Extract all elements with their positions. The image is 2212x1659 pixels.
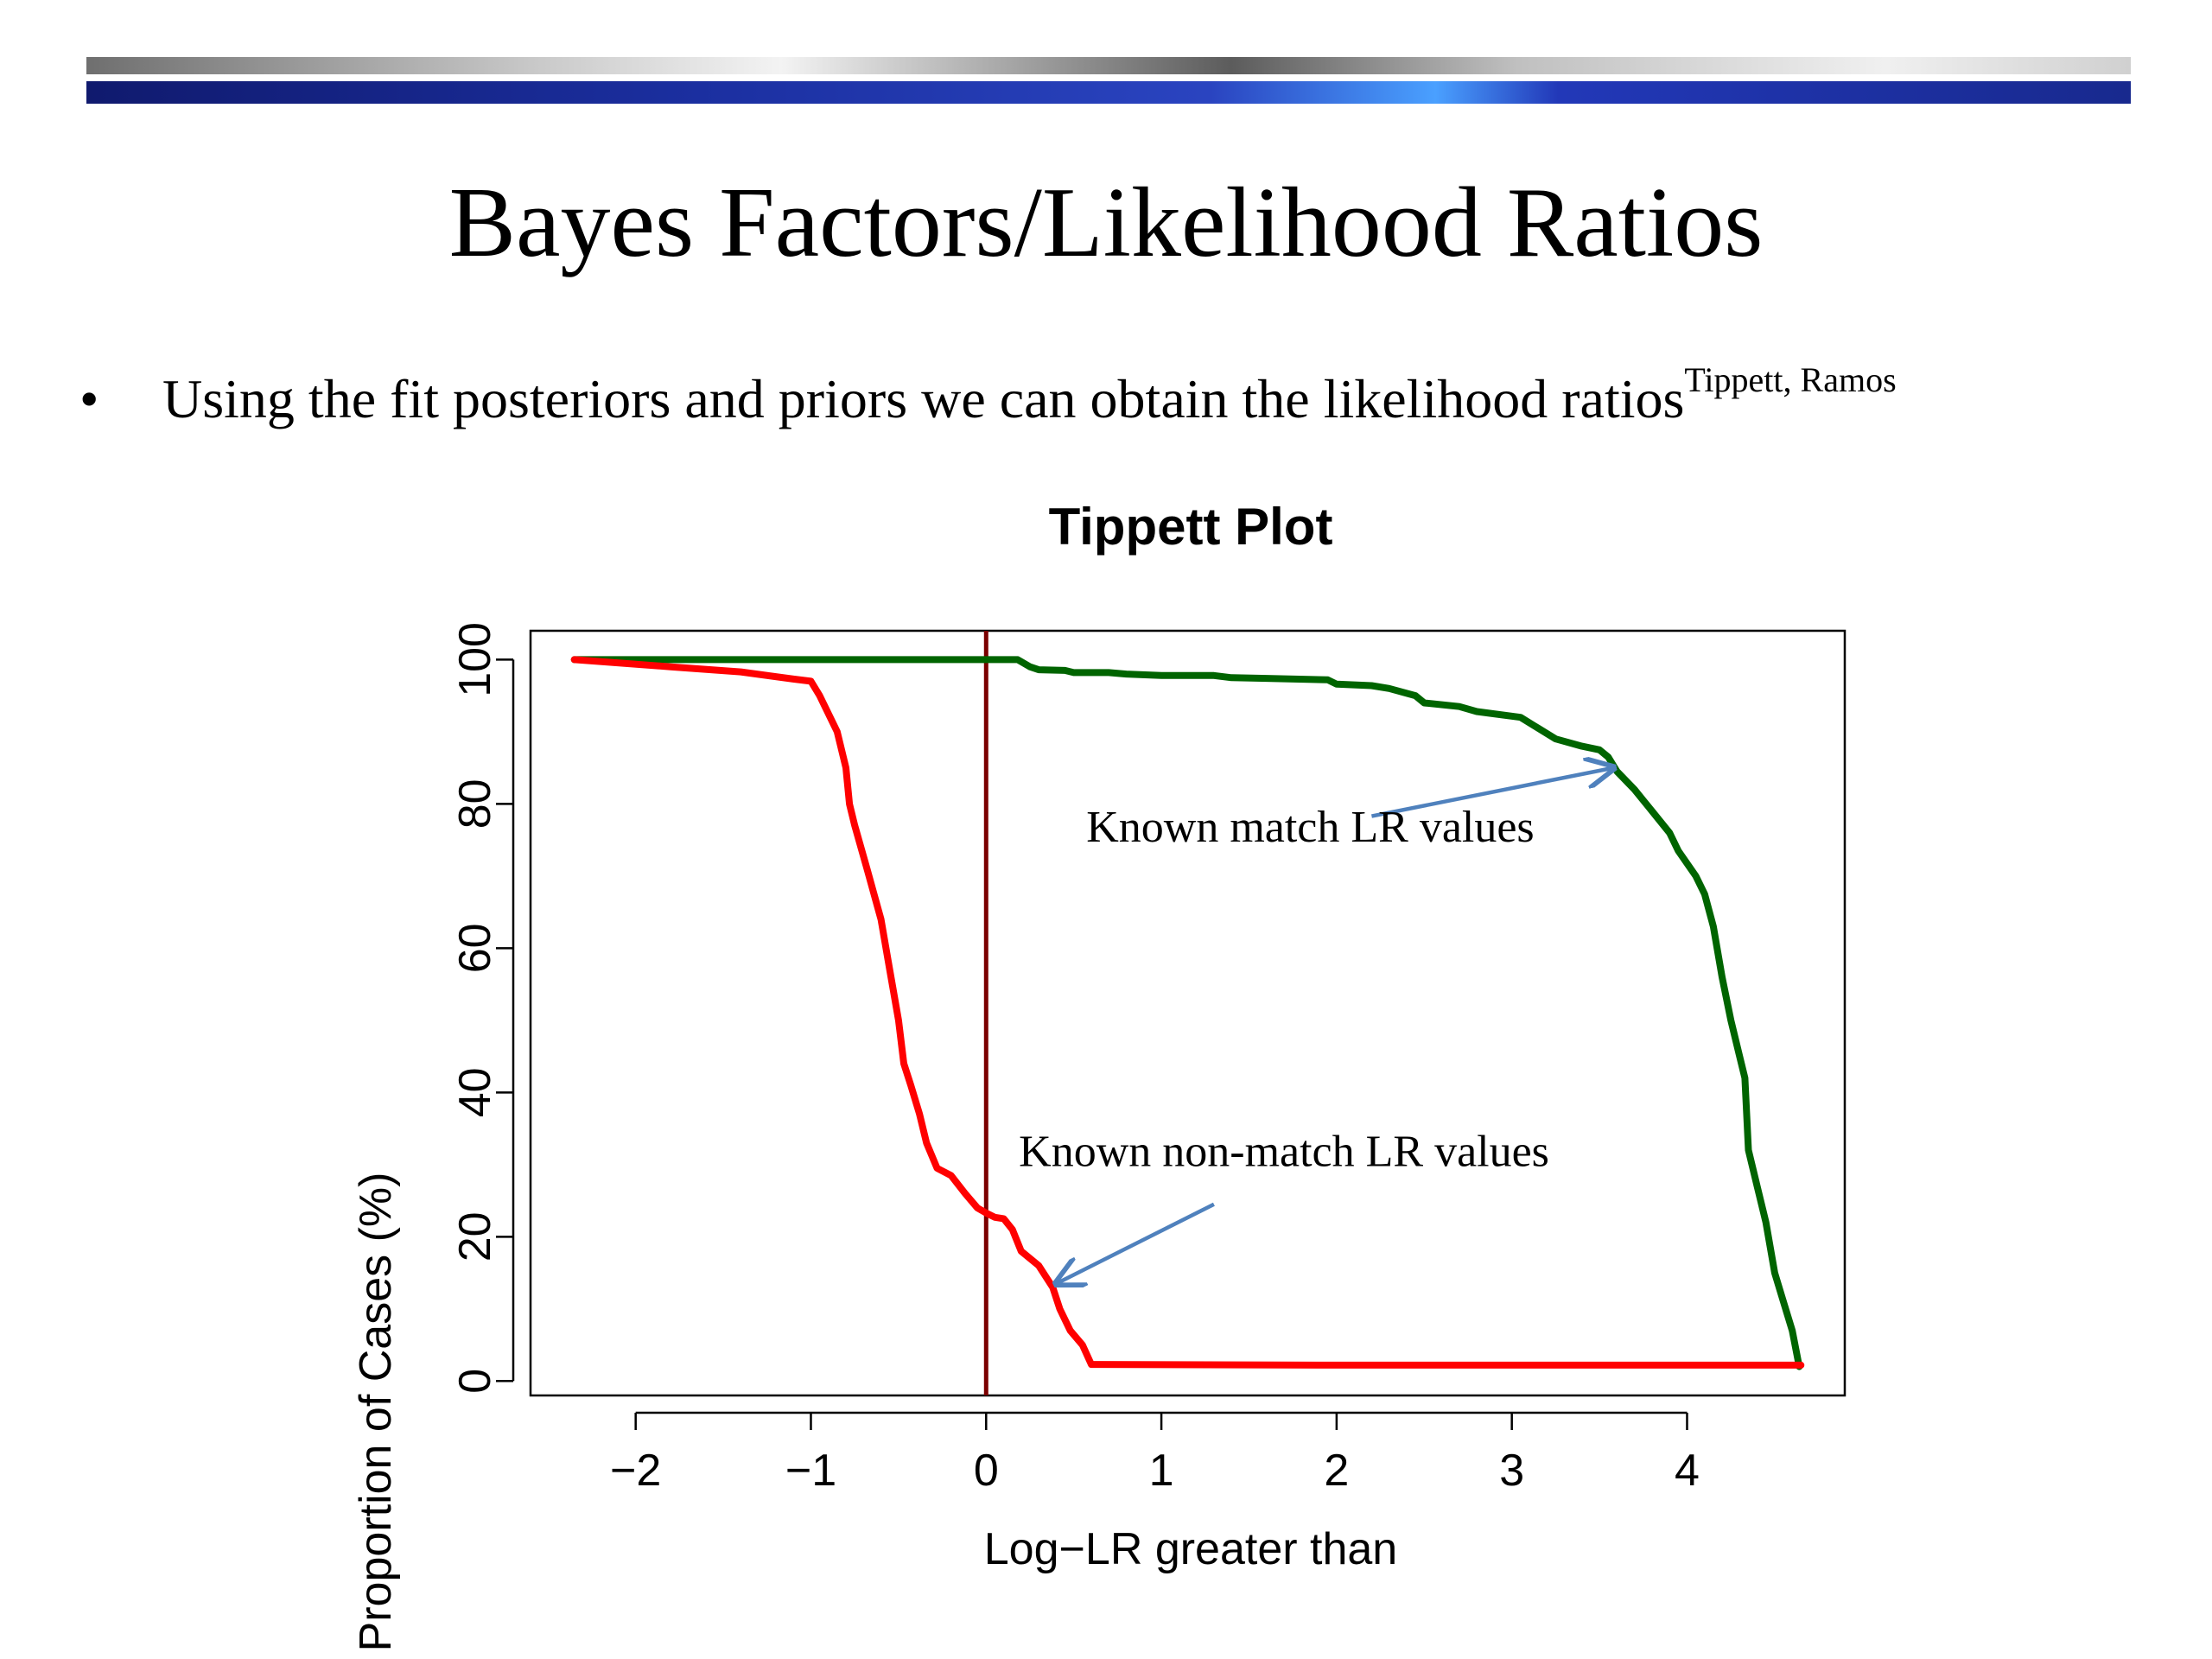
annotation-label: Known match LR values: [1086, 803, 1534, 852]
y-tick-label: 20: [450, 1211, 500, 1262]
x-tick-label: 0: [974, 1446, 999, 1496]
y-axis-label: Proportion of Cases (%): [351, 1173, 401, 1652]
y-tick-label: 100: [450, 622, 500, 697]
decorative-header-bar-blue: [86, 81, 2131, 104]
y-tick-label: 0: [450, 1369, 500, 1394]
bullet-item: • Using the fit posteriors and priors we …: [79, 344, 2153, 435]
x-tick-label: 4: [1675, 1446, 1700, 1496]
tippett-plot: Tippett Plot −2 −1 0 1 2 3 4020406080100Known …: [351, 498, 1847, 1652]
chart-title: Tippett Plot: [1049, 498, 1333, 556]
bullet-text: Using the fit posteriors and priors we c…: [162, 368, 1685, 429]
annotation-arrow: [1056, 1202, 1215, 1284]
decorative-header-bar-gray: [86, 57, 2131, 74]
series-line-known-match: [570, 656, 1803, 1370]
x-tick-label: 2: [1324, 1446, 1349, 1496]
series-line-known-non-match: [570, 656, 1805, 1369]
y-tick-label: 40: [450, 1067, 500, 1117]
y-tick-label: 80: [450, 779, 500, 829]
x-tick-label: −1: [785, 1446, 836, 1496]
x-tick-label: 3: [1499, 1446, 1524, 1496]
bullet-citation: Tippett, Ramos: [1684, 360, 1897, 399]
x-tick-label: −2: [610, 1446, 661, 1496]
bullet-marker: •: [79, 368, 99, 429]
x-tick-label: 1: [1149, 1446, 1174, 1496]
annotation-arrow: [1370, 768, 1613, 818]
plot-frame: [529, 629, 1847, 1397]
y-tick-label: 60: [450, 923, 500, 973]
annotation-label: Known non-match LR values: [1019, 1128, 1549, 1177]
x-axis-label: Log−LR greater than: [984, 1524, 1397, 1574]
page-title: Bayes Factors/Likelihood Ratios: [448, 168, 1764, 278]
